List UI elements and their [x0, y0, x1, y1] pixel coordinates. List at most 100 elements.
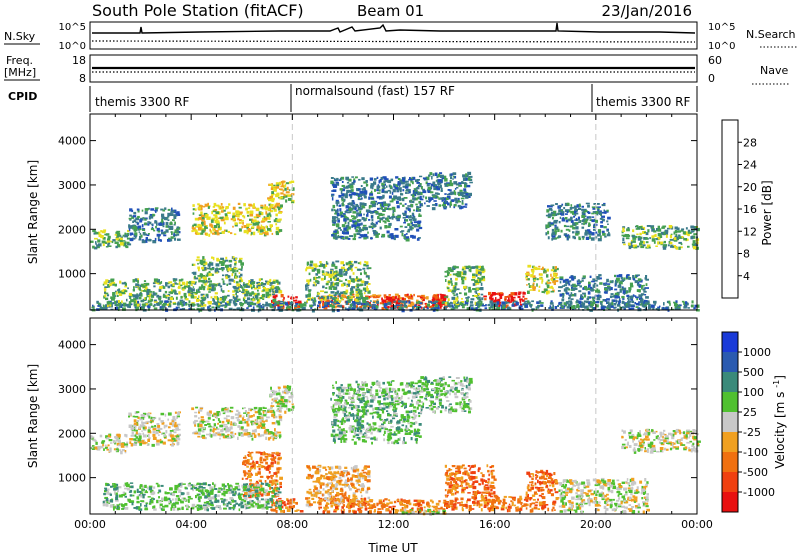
velocity-range-cell	[171, 442, 174, 445]
power-range-cell	[116, 294, 119, 297]
power-range-cell	[478, 280, 482, 284]
power-range-cell	[330, 281, 334, 286]
power-range-cell	[419, 203, 422, 207]
power-range-cell	[336, 298, 339, 301]
power-range-cell	[192, 224, 195, 227]
power-range-cell	[260, 282, 264, 285]
power-range-cell	[244, 285, 248, 288]
power-range-cell	[461, 182, 465, 184]
power-range-cell	[547, 236, 550, 240]
power-range-cell	[566, 306, 569, 309]
power-range-cell	[455, 303, 460, 306]
power-range-cell	[380, 213, 384, 216]
power-range-cell	[355, 293, 359, 297]
power-range-cell	[181, 304, 184, 307]
power-range-cell	[342, 292, 346, 295]
power-range-cell	[232, 225, 234, 228]
power-range-cell	[326, 281, 330, 283]
power-range-cell	[262, 305, 265, 308]
power-range-cell	[669, 239, 673, 241]
power-range-cell	[447, 267, 452, 270]
power-range-cell	[256, 285, 258, 289]
power-range-cell	[571, 286, 574, 290]
power-range-cell	[670, 245, 675, 248]
power-range-cell	[400, 193, 404, 196]
power-range-cell	[121, 291, 125, 295]
power-range-cell	[120, 304, 123, 308]
power-range-cell	[341, 305, 344, 308]
power-range-cell	[101, 231, 106, 234]
power-range-cell	[386, 303, 389, 306]
power-range-cell	[105, 292, 109, 295]
power-range-cell	[259, 233, 263, 235]
power-range-cell	[165, 229, 169, 233]
power-range-cell	[267, 281, 270, 285]
power-range-cell	[597, 233, 601, 237]
power-range-cell	[145, 208, 149, 211]
power-range-cell	[394, 228, 399, 231]
power-range-cell	[273, 219, 277, 222]
velocity-range-cell	[129, 438, 133, 441]
power-range-cell	[333, 297, 338, 299]
velocity-range-cell	[147, 429, 151, 433]
power-range-cell	[157, 282, 160, 285]
power-range-cell	[552, 266, 555, 269]
power-range-cell	[277, 208, 281, 211]
power-range-cell	[401, 297, 404, 301]
power-range-cell	[272, 279, 277, 282]
power-range-cell	[683, 301, 685, 306]
power-range-cell	[410, 178, 414, 181]
power-range-cell	[623, 277, 626, 280]
power-range-cell	[441, 198, 444, 202]
power-range-cell	[474, 283, 477, 286]
power-range-cell	[420, 198, 424, 201]
power-range-cell	[368, 296, 371, 300]
power-range-cell	[687, 245, 690, 248]
power-range-cell	[431, 176, 433, 180]
power-range-cell	[243, 282, 245, 284]
power-range-cell	[626, 275, 628, 279]
power-range-cell	[592, 211, 596, 213]
power-range-cell	[485, 304, 487, 307]
power-range-cell	[432, 173, 435, 177]
power-range-cell	[116, 230, 121, 233]
velocity-range-cell	[198, 410, 200, 414]
power-range-cell	[191, 308, 196, 311]
velocity-range-cell	[157, 424, 161, 428]
power-range-cell	[615, 282, 618, 285]
power-range-cell	[246, 294, 248, 297]
power-range-cell	[204, 283, 207, 286]
power-range-cell	[410, 234, 414, 238]
power-range-cell	[372, 305, 375, 308]
power-range-cell	[182, 300, 185, 303]
velocity-range-cell	[145, 442, 148, 444]
power-range-cell	[231, 273, 234, 277]
power-range-cell	[324, 278, 326, 280]
power-range-cell	[373, 181, 377, 185]
power-range-cell	[365, 209, 370, 213]
power-range-cell	[137, 280, 139, 284]
power-range-cell	[347, 237, 351, 240]
power-range-cell	[571, 305, 574, 308]
power-range-cell	[660, 241, 664, 245]
velocity-range-cell	[226, 415, 230, 418]
power-range-cell	[146, 304, 151, 307]
power-range-cell	[129, 208, 133, 212]
power-range-cell	[434, 172, 438, 176]
power-range-cell	[673, 301, 676, 304]
power-range-cell	[632, 244, 636, 248]
power-range-cell	[348, 207, 353, 211]
power-range-cell	[327, 302, 330, 305]
power-range-cell	[235, 299, 238, 303]
power-range-cell	[592, 298, 595, 301]
power-range-cell	[225, 229, 228, 232]
power-range-cell	[289, 306, 292, 309]
power-range-cell	[567, 235, 571, 239]
power-range-cell	[531, 308, 535, 311]
power-range-cell	[404, 210, 407, 214]
power-range-cell	[338, 235, 341, 238]
power-range-cell	[216, 232, 220, 236]
power-range-cell	[398, 300, 402, 303]
power-range-cell	[372, 294, 377, 296]
